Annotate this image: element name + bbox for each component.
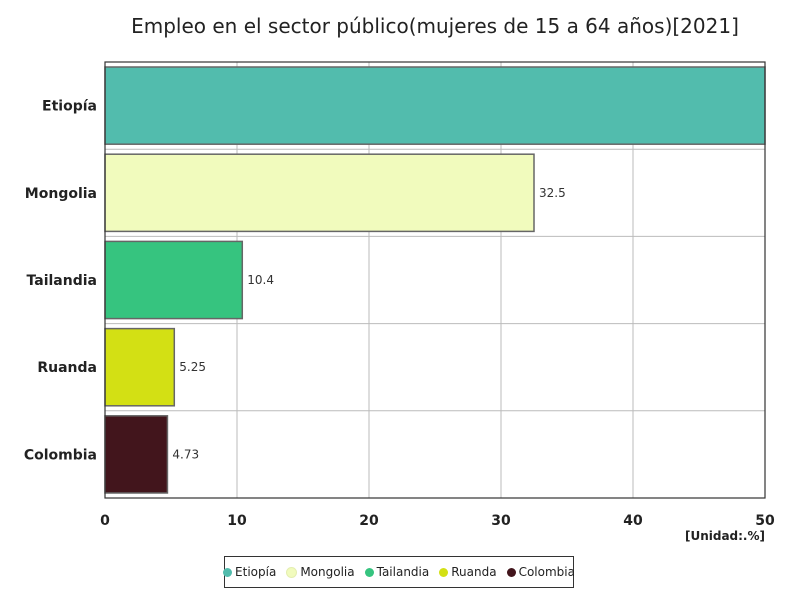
category-label-4: Ruanda <box>37 360 97 376</box>
bar-2 <box>104 153 535 233</box>
legend-label-5: Colombia <box>518 565 575 579</box>
legend-label-1: Etiopía <box>235 565 277 579</box>
bar-5 <box>104 415 169 494</box>
data-label-2: 32.5 <box>539 186 566 200</box>
legend-swatch-5 <box>506 567 516 577</box>
category-label-3: Tailandia <box>27 273 97 289</box>
category-label-2: Mongolia <box>25 186 97 202</box>
x-tick-label-0: 0 <box>100 513 110 529</box>
legend-item-3: Tailandia <box>364 565 430 579</box>
legend-swatch-2 <box>286 566 298 578</box>
data-label-5: 4.73 <box>172 447 199 461</box>
legend-item-1: Etiopía <box>223 565 276 579</box>
bar-4 <box>104 327 176 407</box>
x-tick-label-3: 30 <box>491 513 511 529</box>
legend-label-3: Tailandia <box>376 565 430 579</box>
bar-1 <box>104 66 766 145</box>
x-tick-label-1: 10 <box>227 513 247 529</box>
x-tick-label-5: 50 <box>755 513 775 529</box>
legend-label-2: Mongolia <box>300 565 355 579</box>
plot-frame <box>104 61 766 499</box>
legend-item-4: Ruanda <box>439 565 497 579</box>
x-tick-label-2: 20 <box>359 513 379 529</box>
legend-swatch-1 <box>223 567 233 577</box>
legend-item-2: Mongolia <box>286 565 355 579</box>
category-label-1: Etiopía <box>42 99 97 115</box>
chart-title: Empleo en el sector público(mujeres de 1… <box>131 14 739 38</box>
legend-item-5: Colombia <box>506 565 575 579</box>
category-label-5: Colombia <box>24 447 97 463</box>
data-label-4: 5.25 <box>179 360 206 374</box>
legend-swatch-4 <box>439 567 449 577</box>
x-tick-label-4: 40 <box>623 513 643 529</box>
data-label-3: 10.4 <box>247 273 274 287</box>
legend: Etiopía Mongolia Tailandia Ruanda Colombia <box>223 556 575 588</box>
legend-label-4: Ruanda <box>451 565 497 579</box>
unit-label: [Unidad:.%] <box>684 529 765 543</box>
bar-3 <box>104 240 244 320</box>
legend-swatch-3 <box>364 567 374 577</box>
